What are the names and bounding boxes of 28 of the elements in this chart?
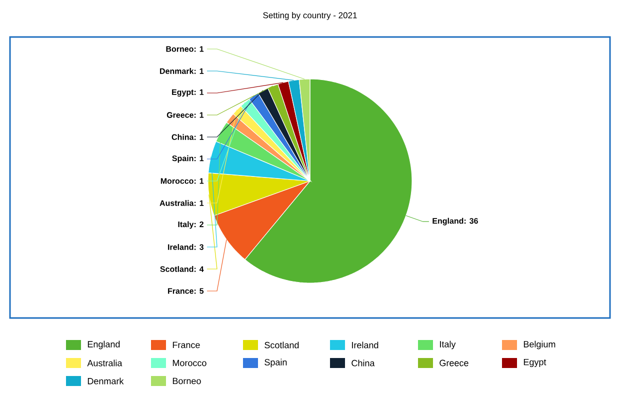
data-label: Scotland: 4 [160, 266, 204, 272]
data-label: Spain: 1 [172, 155, 204, 163]
legend-label: China [352, 360, 375, 366]
legend-label: Ireland [352, 342, 378, 348]
data-label: Greece: 1 [166, 112, 204, 118]
legend-label: Denmark [88, 378, 124, 384]
legend-label: England [88, 340, 120, 350]
data-label: England: 36 [432, 218, 478, 226]
data-label: Ireland: 3 [168, 244, 204, 250]
legend-label: France [172, 342, 200, 348]
data-label: Morocco: 1 [160, 178, 204, 184]
legend-label: Borneo [172, 378, 201, 384]
legend-label: Australia [87, 360, 122, 366]
legend-label: Egypt [524, 358, 546, 368]
legend-label: Belgium [524, 340, 556, 350]
legend-label: Greece [440, 360, 468, 366]
data-label: Denmark: 1 [160, 68, 204, 74]
data-label: China: 1 [172, 134, 204, 140]
legend-label: Scotland [264, 342, 299, 348]
data-label: Borneo: 1 [166, 46, 204, 52]
legend-label: Italy [440, 340, 456, 350]
data-label: Australia: 1 [160, 200, 204, 206]
legend-label: Spain [264, 358, 287, 368]
data-label: Italy: 2 [178, 221, 204, 229]
data-label: France: 5 [168, 288, 204, 294]
chart-title: Setting by country - 2021 [263, 12, 357, 20]
legend-label: Morocco [172, 360, 206, 366]
data-label: Egypt: 1 [172, 89, 204, 97]
